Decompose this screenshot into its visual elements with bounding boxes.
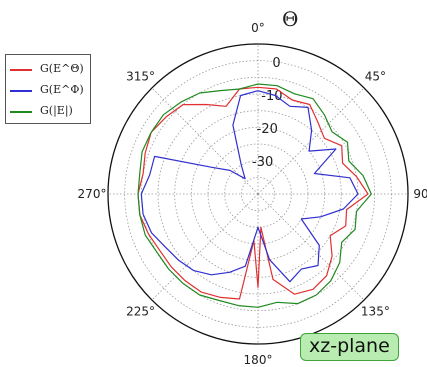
grid-spoke (151, 193, 259, 301)
radial-tick-label: -20 (257, 122, 278, 137)
radial-tick-labels: 0-10-20-30 (252, 56, 283, 170)
radial-tick-label: -30 (252, 155, 273, 170)
series-line (140, 90, 359, 283)
angular-tick-labels: 0° 45° 90° 135° 180° 225° 270° 315° (78, 21, 427, 367)
theta-symbol: Θ (282, 7, 298, 31)
angle-tick-label: 225° (126, 304, 155, 318)
legend-label: G(E^Φ) (40, 83, 84, 96)
legend-entry: G(|E|) (10, 103, 90, 121)
grid-circle (224, 160, 292, 228)
grid-spoke (151, 87, 259, 195)
grid-circle (240, 176, 276, 212)
outer-circle (107, 43, 409, 345)
angle-tick-label: 45° (365, 70, 386, 84)
angle-tick-label: 0° (251, 21, 265, 35)
angle-tick-label: 90° (413, 187, 427, 201)
grid-spoke (257, 193, 365, 301)
angle-tick-label: 315° (126, 70, 155, 84)
legend-swatch (10, 69, 32, 71)
polar-grid (107, 43, 409, 345)
legend-entry: G(E^Θ) (10, 61, 90, 79)
legend-swatch (10, 111, 32, 113)
series-line (137, 86, 369, 300)
radial-tick-label: 0 (272, 56, 280, 71)
angle-tick-label: 135° (361, 304, 390, 318)
plane-label: xz-plane (300, 333, 399, 361)
grid-spoke (257, 87, 365, 195)
series-line (137, 83, 372, 308)
legend-entry: G(E^Φ) (10, 82, 90, 100)
legend-label: G(E^Θ) (40, 62, 84, 75)
legend: G(E^Θ) G(E^Φ) G(|E|) (5, 54, 91, 124)
legend-label: G(|E|) (40, 104, 73, 117)
angle-tick-label: 180° (244, 353, 273, 367)
legend-swatch (10, 90, 32, 92)
angle-tick-label: 270° (78, 187, 107, 201)
data-curves (137, 83, 372, 308)
